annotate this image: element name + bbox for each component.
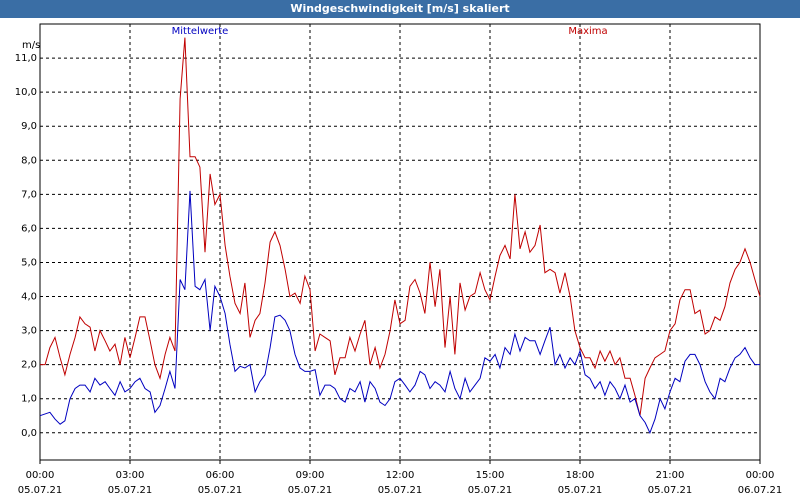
y-tick-label: 1,0 <box>21 394 37 405</box>
y-tick-label: 4,0 <box>21 292 37 303</box>
y-axis: 0,0 1,0 2,0 3,0 4,0 5,0 6,0 7,0 8,0 9,0 10,0 11,0 <box>15 53 37 439</box>
x-tick-date-label: 05.07.21 <box>18 485 63 496</box>
x-tick-date-label: 05.07.21 <box>468 485 513 496</box>
x-axis: 00:00 05.07.21 03:00 05.07.21 06:00 05.07.21 0… <box>18 460 783 496</box>
y-tick-label: 6,0 <box>21 223 37 234</box>
series-lines <box>39 37 761 435</box>
x-tick-date-label: 05.07.21 <box>198 485 243 496</box>
x-tick-date-label: 05.07.21 <box>648 485 693 496</box>
y-tick-label: 2,0 <box>21 360 37 371</box>
y-tick-label: 10,0 <box>15 87 37 98</box>
chart-title: Windgeschwindigkeit [m/s] skaliert <box>0 0 800 18</box>
y-tick-label: 0,0 <box>21 428 37 439</box>
x-tick-time-label: 15:00 <box>476 470 505 481</box>
y-tick-label: 8,0 <box>21 155 37 166</box>
grid <box>40 24 760 460</box>
x-tick-time-label: 21:00 <box>656 470 685 481</box>
x-tick-time-label: 09:00 <box>296 470 325 481</box>
y-axis-label: m/s <box>22 40 40 51</box>
y-tick-label: 11,0 <box>15 53 37 64</box>
x-tick-date-label: 06.07.21 <box>738 485 783 496</box>
legend-maxima: Maxima <box>568 26 607 37</box>
y-tick-label: 9,0 <box>21 121 37 132</box>
series-line-mittelwerte <box>39 190 760 435</box>
x-tick-date-label: 05.07.21 <box>288 485 333 496</box>
x-tick-time-label: 12:00 <box>386 470 415 481</box>
legend-mittelwerte: Mittelwerte <box>172 26 229 37</box>
x-tick-date-label: 05.07.21 <box>378 485 423 496</box>
x-tick-time-label: 18:00 <box>566 470 595 481</box>
x-tick-time-label: 00:00 <box>26 470 55 481</box>
x-tick-date-label: 05.07.21 <box>558 485 603 496</box>
x-tick-date-label: 05.07.21 <box>108 485 153 496</box>
x-tick-time-label: 06:00 <box>206 470 235 481</box>
y-tick-label: 7,0 <box>21 189 37 200</box>
y-tick-label: 3,0 <box>21 326 37 337</box>
x-tick-time-label: 00:00 <box>746 470 775 481</box>
y-tick-label: 5,0 <box>21 257 37 268</box>
x-tick-time-label: 03:00 <box>116 470 145 481</box>
